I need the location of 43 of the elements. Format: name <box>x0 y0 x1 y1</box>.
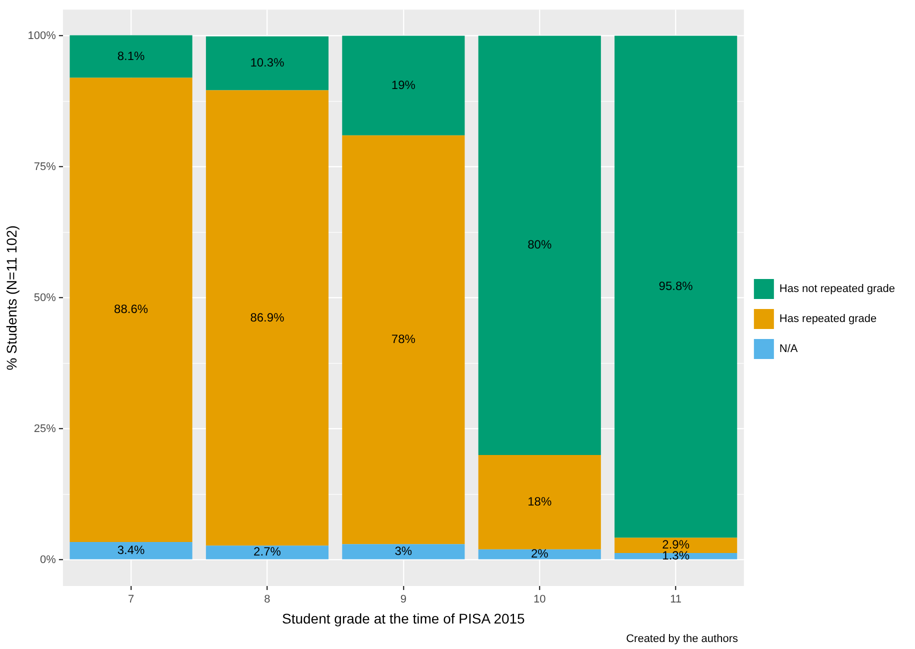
x-tick-label: 10 <box>534 594 546 606</box>
x-tick-label: 11 <box>670 594 682 606</box>
legend-label: N/A <box>779 343 798 356</box>
bar <box>70 542 192 560</box>
y-tick-label: 0% <box>40 554 56 566</box>
data-label: 19% <box>391 78 416 92</box>
bar <box>478 455 601 550</box>
data-label: 10.3% <box>250 56 285 70</box>
text: Created by the authors <box>626 633 738 645</box>
bar <box>206 546 329 560</box>
y-tick-label: 75% <box>34 160 56 173</box>
bar <box>342 544 465 560</box>
x-axis-title: Student grade at the time of PISA 2015 <box>282 610 526 626</box>
bar <box>478 36 601 455</box>
data-label: 3.4% <box>117 542 146 557</box>
legend-label: Has not repeated grade <box>779 283 896 296</box>
bar <box>70 35 192 78</box>
data-label: 2% <box>530 546 549 561</box>
y-tick-label: 50% <box>34 292 56 304</box>
data-label: 78% <box>391 332 416 346</box>
data-label: 18% <box>528 494 552 508</box>
data-label: 2.7% <box>254 544 282 559</box>
legend-label: Has repeated grade <box>779 313 877 326</box>
data-label: 95.8% <box>658 279 694 294</box>
data-label: 88.6% <box>114 302 148 316</box>
bar <box>206 90 329 546</box>
bar <box>614 36 738 538</box>
bar <box>614 538 738 553</box>
bar <box>342 36 465 136</box>
bar <box>342 135 465 544</box>
x-tick-label: 9 <box>400 594 406 606</box>
data-label: 80% <box>528 238 552 252</box>
y-tick-label: 100% <box>28 30 56 42</box>
data-label: 3% <box>394 544 412 558</box>
bar <box>478 549 601 560</box>
x-tick-label: 8 <box>264 594 270 606</box>
bar <box>206 36 329 90</box>
data-label: 86.9% <box>250 310 285 324</box>
x-tick-label: 7 <box>128 594 134 606</box>
data-label: 8.1% <box>117 48 146 63</box>
y-tick-label: 25% <box>34 422 56 435</box>
y-axis-title: % Students (N=11 102) <box>3 225 20 370</box>
bar <box>70 78 192 542</box>
